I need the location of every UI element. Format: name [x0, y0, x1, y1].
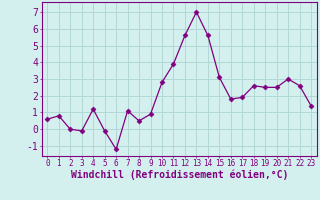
X-axis label: Windchill (Refroidissement éolien,°C): Windchill (Refroidissement éolien,°C) — [70, 170, 288, 180]
